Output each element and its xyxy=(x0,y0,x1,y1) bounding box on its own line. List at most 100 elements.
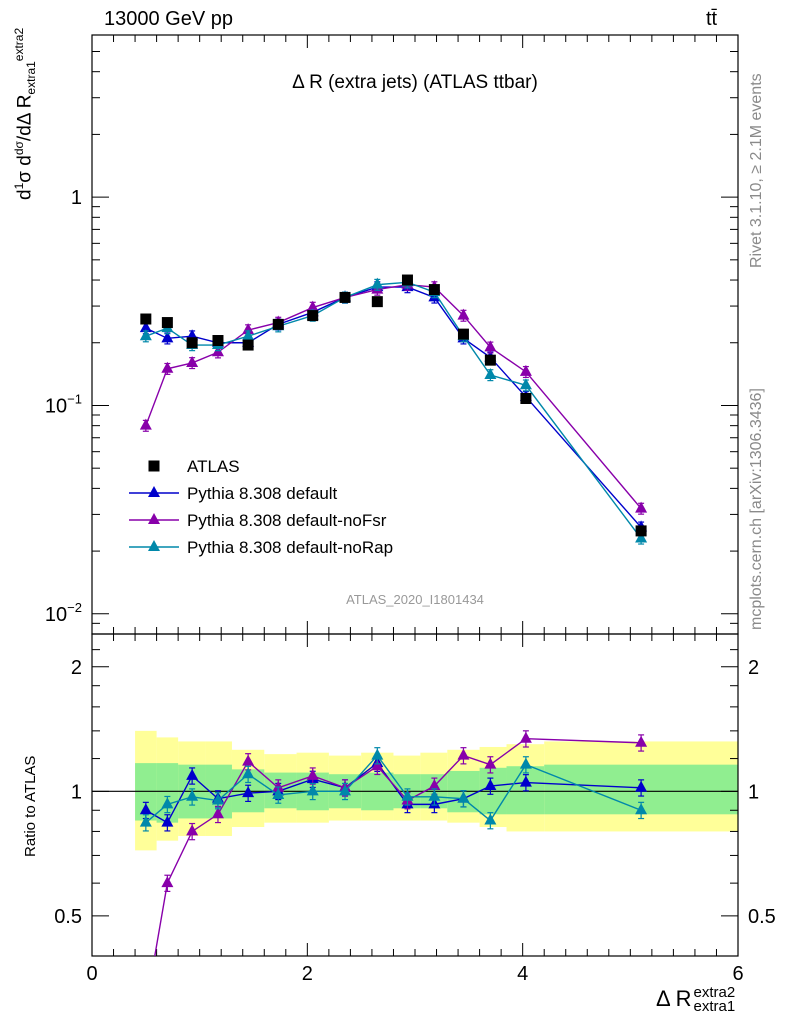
data-point xyxy=(520,393,532,405)
series-atlas xyxy=(140,274,647,537)
ratio-point xyxy=(161,797,174,809)
ratio-point xyxy=(401,789,414,801)
data-point xyxy=(457,308,470,320)
series-pythia-8-308-default-norap xyxy=(139,275,648,545)
data-point xyxy=(371,296,383,308)
ratio-point xyxy=(272,780,285,792)
ratio-y-tick-label: 2 xyxy=(748,657,759,679)
ratio-y-tick-label: 0.5 xyxy=(748,906,776,928)
ratio-point xyxy=(428,779,441,791)
ratio-point xyxy=(211,793,224,805)
data-point xyxy=(139,418,152,430)
data-point xyxy=(306,300,319,312)
ratio-point xyxy=(519,775,532,787)
ratio-panel: 0 2 4 6 0.5 0.5 1 1 2 2 xyxy=(54,35,776,985)
x-tick-label: 4 xyxy=(517,963,528,985)
ratio-bands xyxy=(135,730,738,851)
legend-label: Pythia 8.308 default xyxy=(187,484,338,503)
ratio-point xyxy=(428,789,441,801)
data-point xyxy=(186,337,198,349)
ratio-point xyxy=(161,815,174,827)
legend-label: Pythia 8.308 default-noFsr xyxy=(187,511,387,530)
main-panel: 10−2 10−1 1 Δ R (extra jets) (ATLAS ttbar) A… xyxy=(45,34,739,635)
data-point xyxy=(428,284,440,296)
x-axis-label: Δ R extra2 extra1 xyxy=(656,984,736,1016)
data-point xyxy=(457,328,469,340)
data-point xyxy=(484,354,496,366)
x-tick-label: 6 xyxy=(732,963,743,985)
y-tick-label: 10−1 xyxy=(45,391,82,417)
data-point xyxy=(635,501,648,513)
data-point xyxy=(635,531,648,543)
ratio-point xyxy=(306,768,319,780)
ratio-point xyxy=(371,748,384,760)
data-point xyxy=(484,368,497,380)
data-point xyxy=(635,525,647,537)
legend-marker xyxy=(148,513,160,524)
data-point xyxy=(139,329,152,341)
ratio-point xyxy=(635,735,648,747)
ratio-point xyxy=(519,731,532,743)
ratio-y-tick-label: 1 xyxy=(748,781,759,803)
legend-marker xyxy=(148,486,160,497)
data-point xyxy=(140,313,152,325)
ratio-point xyxy=(242,767,255,779)
data-point xyxy=(519,364,532,376)
ratio-y-tick-label: 2 xyxy=(71,657,82,679)
ratio-point xyxy=(186,824,199,836)
ratio-point xyxy=(242,786,255,798)
ratio-point xyxy=(272,787,285,799)
ratio-series-pythia-8-308-default-norap xyxy=(139,747,648,832)
ratio-point xyxy=(484,757,497,769)
energy-label: 13000 GeV pp xyxy=(104,8,233,30)
data-point xyxy=(307,310,319,322)
data-point xyxy=(161,361,174,373)
ratio-point xyxy=(306,784,319,796)
inner-band xyxy=(156,763,179,823)
ratio-point xyxy=(519,757,532,769)
ratio-point xyxy=(211,807,224,819)
legend: ATLAS Pythia 8.308 default Pythia 8.308 de… xyxy=(129,457,393,557)
ratio-point xyxy=(371,759,384,771)
legend-label: ATLAS xyxy=(187,457,240,476)
process-label: tt̄ xyxy=(706,8,718,30)
data-point xyxy=(242,329,255,341)
ratio-point xyxy=(635,803,648,815)
data-point xyxy=(139,321,152,333)
ratio-y-tick-label: 0.5 xyxy=(54,906,82,928)
data-point xyxy=(519,378,532,390)
data-point xyxy=(212,335,224,347)
ratio-point xyxy=(139,815,152,827)
ratio-y-tick-label: 1 xyxy=(71,781,82,803)
y-tick-label: 10−2 xyxy=(45,600,82,626)
ratio-point xyxy=(457,748,470,760)
legend-marker xyxy=(148,540,160,551)
series-pythia-8-308-default-nofsr xyxy=(139,277,648,515)
data-point xyxy=(484,340,497,352)
x-tick-label: 2 xyxy=(302,963,313,985)
data-point xyxy=(371,277,384,289)
legend-label: Pythia 8.308 default-noRap xyxy=(187,538,393,557)
ratio-point xyxy=(339,784,352,796)
data-point xyxy=(242,339,254,351)
y-tick-label: 1 xyxy=(71,187,82,209)
data-point xyxy=(186,355,199,367)
ratio-point xyxy=(186,789,199,801)
data-point xyxy=(272,318,284,330)
x-tick-label: 0 xyxy=(86,963,97,985)
data-point xyxy=(339,291,351,303)
data-point xyxy=(161,317,173,329)
analysis-label: ATLAS_2020_I1801434 xyxy=(346,592,484,607)
ratio-point xyxy=(139,803,152,815)
ratio-point xyxy=(457,791,470,803)
ratio-point xyxy=(161,876,174,888)
ratio-point xyxy=(186,768,199,780)
ratio-point xyxy=(484,779,497,791)
ratio-point xyxy=(242,754,255,766)
ratio-point xyxy=(484,813,497,825)
ratio-point xyxy=(635,780,648,792)
chart-title: Δ R (extra jets) (ATLAS ttbar) xyxy=(292,72,538,93)
data-point xyxy=(401,274,413,286)
ratio-series xyxy=(139,730,648,956)
